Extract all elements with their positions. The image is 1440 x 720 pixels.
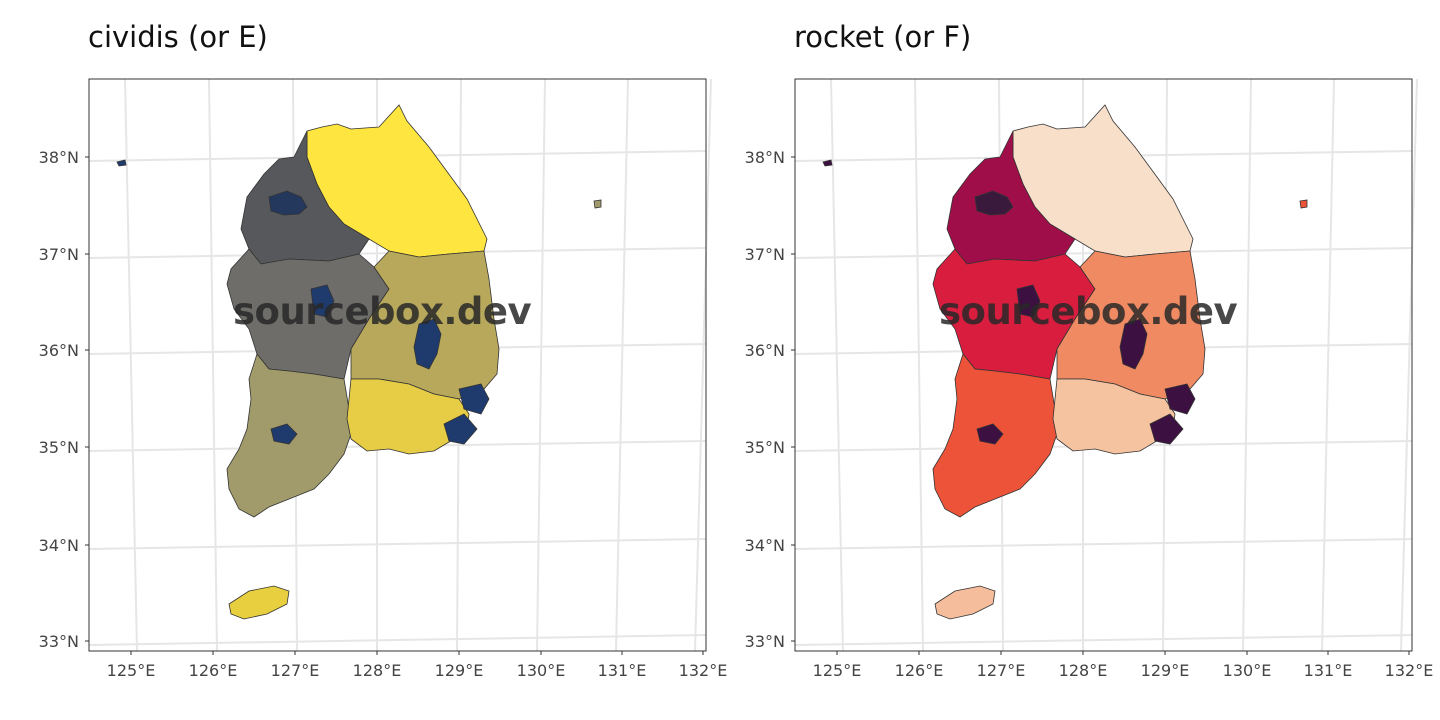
region-ull: [1299, 199, 1308, 209]
lat-tick-label: 36°N: [745, 341, 785, 360]
lon-line: [615, 78, 629, 652]
lon-tick-label: 129°E: [435, 661, 484, 680]
lat-line: [794, 538, 1413, 550]
region-ull: [593, 199, 602, 209]
lat-tick-label: 37°N: [745, 245, 785, 264]
lon-tick-label: 126°E: [189, 661, 238, 680]
lon-line: [1400, 78, 1418, 652]
lon-line: [1321, 78, 1335, 652]
region-island_w: [116, 159, 127, 167]
plot-frame: [88, 78, 707, 652]
lon-tick-label: 125°E: [107, 661, 156, 680]
lon-tick-label: 127°E: [271, 661, 320, 680]
region-metro_busan: [443, 413, 478, 445]
lat-tick-label: 34°N: [39, 536, 79, 555]
regions: [116, 104, 602, 620]
lat-tick-label: 35°N: [39, 438, 79, 457]
lon-line: [124, 78, 138, 652]
lon-tick-label: 131°E: [598, 661, 647, 680]
lat-tick-label: 33°N: [745, 632, 785, 651]
lon-line: [914, 78, 924, 652]
region-metro_daejeon: [1016, 284, 1041, 318]
lon-tick-label: 130°E: [1223, 661, 1272, 680]
region-metro_daegu: [413, 318, 442, 370]
lat-tick-label: 37°N: [39, 245, 79, 264]
region-metro_gwangju: [270, 423, 298, 445]
region-seoul: [974, 190, 1014, 216]
region-metro_gwangju: [976, 423, 1004, 445]
region-jeju: [934, 585, 996, 620]
lat-tick-label: 33°N: [39, 632, 79, 651]
panel-title-cividis: cividis (or E): [88, 20, 268, 54]
region-jeju: [228, 585, 290, 620]
plot-frame: [794, 78, 1413, 652]
regions: [822, 104, 1308, 620]
region-metro_ulsan: [1164, 383, 1196, 415]
lat-line: [88, 634, 707, 646]
lon-tick-label: 129°E: [1141, 661, 1190, 680]
lon-tick-label: 126°E: [895, 661, 944, 680]
panel-title-rocket: rocket (or F): [794, 20, 972, 54]
map-panel-1: 38°N 37°N 36°N 35°N 34°N 33°N 125°E 126°E 127°E 1…: [39, 78, 728, 680]
lon-tick-label: 128°E: [1059, 661, 1108, 680]
lat-line: [794, 634, 1413, 646]
map-panel-2: 38°N 37°N 36°N 35°N 34°N 33°N 125°E 126°E 127°E 1…: [745, 78, 1434, 680]
region-metro_ulsan: [458, 383, 490, 415]
lat-tick-label: 34°N: [745, 536, 785, 555]
lon-tick-label: 132°E: [1385, 661, 1434, 680]
lon-line: [830, 78, 844, 652]
lon-tick-label: 131°E: [1304, 661, 1353, 680]
lat-line: [88, 538, 707, 550]
lon-tick-label: 132°E: [679, 661, 728, 680]
lon-line: [536, 78, 546, 652]
region-metro_daegu: [1119, 318, 1148, 370]
region-metro_daejeon: [310, 284, 335, 318]
lon-tick-label: 127°E: [977, 661, 1026, 680]
region-metro_busan: [1149, 413, 1184, 445]
lon-line: [208, 78, 218, 652]
lon-line: [694, 78, 712, 652]
lat-tick-label: 35°N: [745, 438, 785, 457]
region-seoul: [268, 190, 308, 216]
lon-line: [1242, 78, 1252, 652]
lat-tick-label: 38°N: [745, 148, 785, 167]
lat-tick-label: 36°N: [39, 341, 79, 360]
lon-tick-label: 128°E: [353, 661, 402, 680]
lon-tick-label: 130°E: [517, 661, 566, 680]
lat-tick-label: 38°N: [39, 148, 79, 167]
region-island_w: [822, 159, 833, 167]
lon-tick-label: 125°E: [813, 661, 862, 680]
